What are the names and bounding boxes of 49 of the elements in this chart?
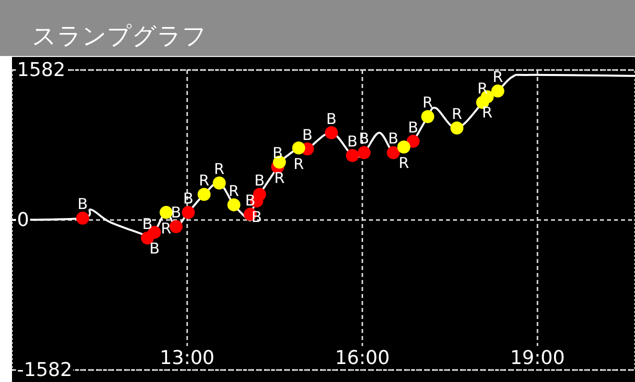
text: R	[214, 160, 224, 178]
y-tick-label: 1582	[17, 59, 66, 81]
point	[397, 140, 410, 154]
title: スランプグラフ	[32, 22, 207, 50]
text: B	[388, 130, 398, 148]
text: R	[482, 104, 492, 122]
point	[421, 110, 434, 124]
text: R	[492, 68, 504, 86]
point	[324, 126, 338, 140]
point	[182, 206, 195, 219]
text: B	[170, 204, 182, 222]
point	[160, 206, 173, 219]
text: B	[358, 130, 370, 148]
point	[212, 176, 226, 190]
text: B	[142, 215, 153, 234]
point	[406, 134, 420, 148]
text: B	[347, 132, 358, 151]
point	[491, 84, 504, 98]
point	[227, 198, 240, 212]
text: R	[477, 79, 488, 98]
series-label: R	[198, 171, 210, 190]
text: R	[274, 169, 285, 188]
point	[450, 122, 464, 135]
text: R	[160, 219, 172, 238]
x-tick-label: 16:00	[334, 347, 390, 369]
text: R	[422, 94, 433, 112]
text: R	[228, 182, 240, 200]
text: B	[408, 118, 418, 136]
x-tick-label: 13:00	[160, 347, 215, 369]
point	[292, 141, 306, 154]
text: R	[452, 105, 462, 124]
point	[386, 146, 400, 160]
text: B	[149, 239, 160, 258]
point	[76, 212, 90, 225]
text: B	[302, 126, 313, 144]
series-label: B	[245, 191, 256, 210]
point	[358, 146, 371, 160]
text: R	[293, 154, 304, 173]
point	[253, 188, 266, 201]
point	[198, 188, 211, 201]
text: B	[326, 110, 337, 128]
point	[170, 220, 183, 234]
text: B	[183, 189, 194, 208]
y-tick-label: -1582	[17, 359, 72, 381]
point	[346, 149, 359, 162]
text: R	[398, 154, 409, 172]
text: B	[78, 195, 88, 214]
text: B	[254, 171, 265, 190]
x-tick-label: 19:00	[510, 347, 565, 369]
